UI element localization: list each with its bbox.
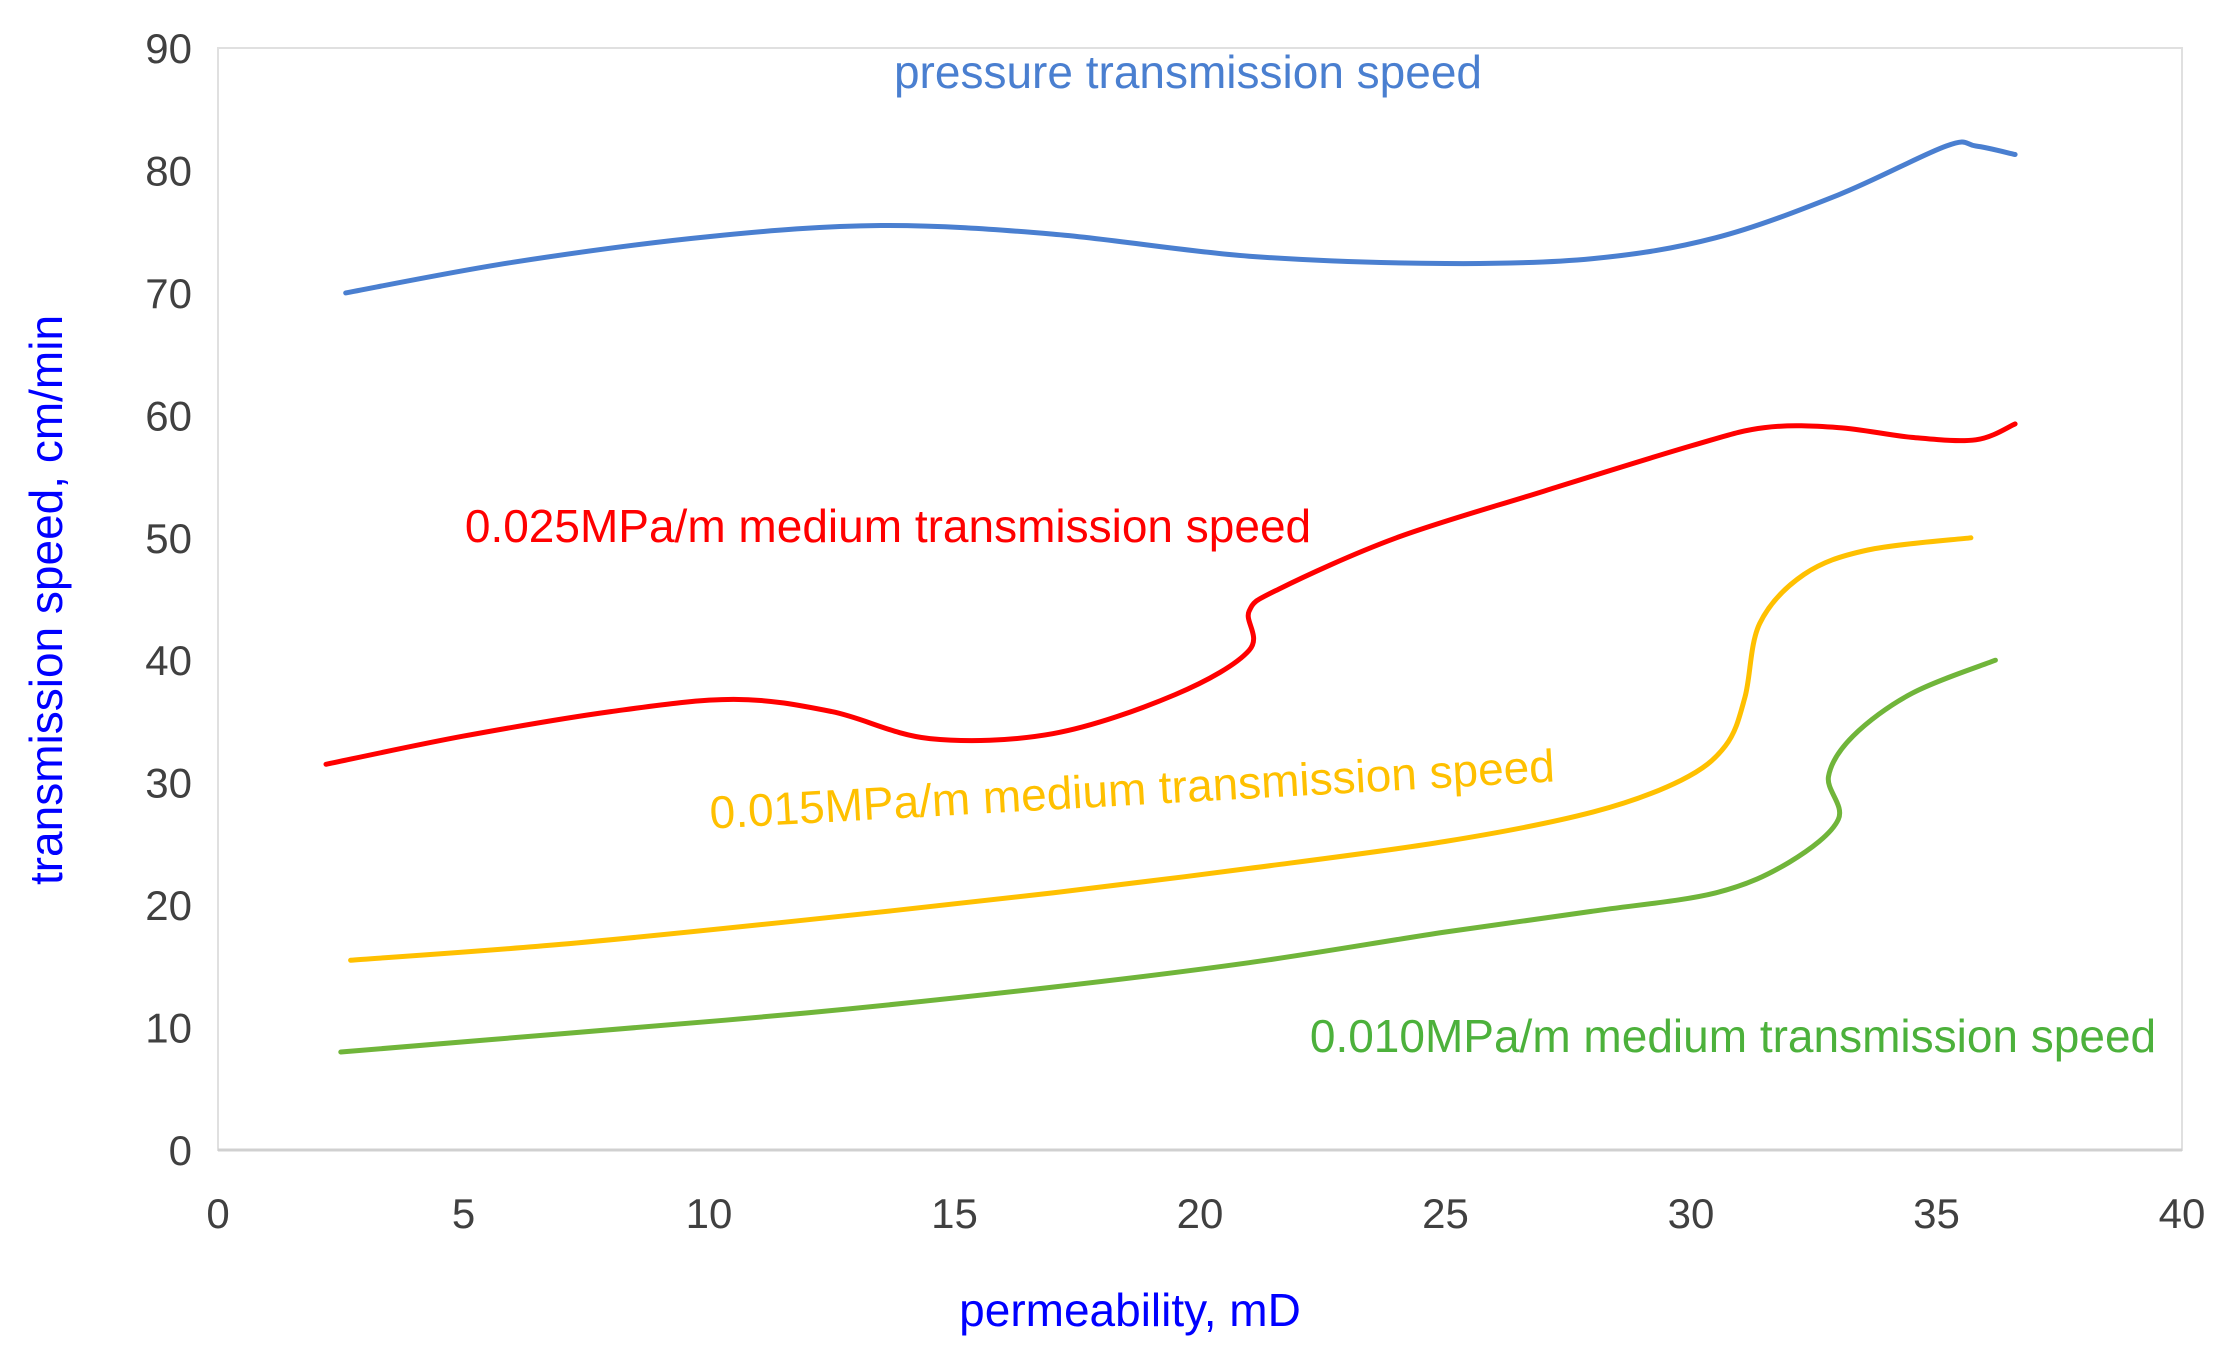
y-tick-50: 50 [145,515,192,562]
x-tick-35: 35 [1913,1190,1960,1237]
y-axis-title: transmission speed, cm/min [20,315,72,885]
x-axis-title: permeability, mD [959,1284,1301,1336]
series-line-0015 [348,535,1974,963]
x-tick-25: 25 [1422,1190,1469,1237]
x-tick-15: 15 [931,1190,978,1237]
x-tick-labels: 0 5 10 15 20 25 30 35 40 [206,1190,2205,1237]
x-tick-20: 20 [1177,1190,1224,1237]
y-tick-30: 30 [145,760,192,807]
x-tick-40: 40 [2159,1190,2206,1237]
series-line-0025 [323,421,2018,767]
y-tick-70: 70 [145,270,192,317]
y-tick-60: 60 [145,392,192,439]
plot-area [217,47,2183,1151]
y-tick-90: 90 [145,25,192,72]
series-lines [323,139,2018,1055]
x-tick-30: 30 [1668,1190,1715,1237]
label-pressure-transmission-speed: pressure transmission speed [894,46,1482,98]
label-0025-transmission-speed: 0.025MPa/m medium transmission speed [465,500,1311,552]
label-0010-transmission-speed: 0.010MPa/m medium transmission speed [1310,1010,2156,1062]
y-tick-40: 40 [145,637,192,684]
y-tick-80: 80 [145,147,192,194]
y-tick-labels: 0 10 20 30 40 50 60 70 80 90 [145,25,192,1174]
y-tick-0: 0 [169,1127,192,1174]
y-tick-20: 20 [145,882,192,929]
series-line-0010 [338,657,1998,1055]
x-tick-0: 0 [206,1190,229,1237]
series-line-pressure [343,139,2018,296]
label-0015-transmission-speed: 0.015MPa/m medium transmission speed [708,739,1556,838]
x-tick-5: 5 [452,1190,475,1237]
x-tick-10: 10 [686,1190,733,1237]
y-tick-10: 10 [145,1005,192,1052]
